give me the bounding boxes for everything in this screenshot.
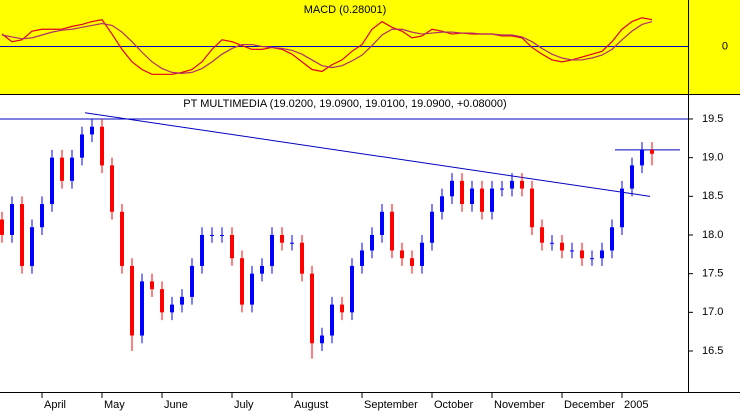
candle-body: [550, 242, 554, 244]
candle-body: [70, 157, 74, 181]
candle-body: [560, 242, 564, 251]
candle-body: [520, 180, 524, 189]
candle-body: [580, 250, 584, 259]
candle-body: [380, 211, 384, 235]
candle-body: [610, 227, 614, 251]
macd-line: [1, 20, 653, 74]
candle-body: [130, 265, 134, 336]
candle-body: [170, 304, 174, 313]
candle-body: [30, 227, 34, 266]
candle-body: [200, 234, 204, 266]
candle-body: [640, 149, 644, 166]
candle-body: [80, 134, 84, 158]
candle-body: [300, 242, 304, 274]
candle-body: [430, 211, 434, 243]
x-tick-label: October: [434, 399, 473, 411]
candle-body: [260, 265, 264, 274]
candle-body: [120, 211, 124, 266]
candle-body: [310, 273, 314, 344]
candle-body: [450, 180, 454, 197]
candle-body: [270, 234, 274, 266]
candle-body: [320, 335, 324, 344]
candle-body: [530, 188, 534, 228]
candle-body: [400, 250, 404, 259]
candle-body: [220, 234, 224, 236]
y-tick-label: 19.5: [702, 113, 723, 125]
x-tick-label: 2005: [624, 399, 648, 411]
candle-body: [150, 281, 154, 290]
candle-body: [600, 250, 604, 259]
candle-body: [440, 196, 444, 212]
candle-body: [570, 250, 574, 252]
candle-body: [60, 157, 64, 181]
y-tick-label: 17.5: [702, 268, 723, 280]
candle-body: [650, 149, 654, 154]
x-tick-label: August: [294, 399, 328, 411]
price-title: PT MULTIMEDIA (19.0200, 19.0900, 19.0100…: [183, 98, 506, 110]
candle-body: [420, 242, 424, 266]
candle-body: [10, 204, 14, 235]
candle-body: [480, 188, 484, 212]
y-tick-label: 19.0: [702, 152, 723, 164]
x-tick-label: November: [494, 399, 545, 411]
x-tick-label: July: [234, 399, 254, 411]
x-tick-label: May: [104, 399, 125, 411]
x-axis: [0, 392, 740, 393]
y-tick-label: 17.0: [702, 306, 723, 318]
candle-body: [250, 273, 254, 305]
candle-body: [110, 165, 114, 212]
candle-body: [370, 234, 374, 251]
candle-body: [360, 250, 364, 266]
candle-body: [40, 204, 44, 228]
panel-divider: [0, 94, 740, 95]
candle-body: [490, 188, 494, 212]
macd-title: MACD (0.28001): [304, 4, 387, 16]
candle-body: [210, 234, 214, 236]
candle-body: [460, 180, 464, 205]
candle-body: [330, 304, 334, 336]
candle-body: [50, 157, 54, 205]
candle-body: [590, 258, 594, 260]
y-tick-label: 16.5: [702, 345, 723, 357]
candle-body: [190, 265, 194, 297]
candle-body: [0, 219, 4, 235]
candle-body: [290, 242, 294, 244]
candle-body: [350, 265, 354, 313]
candle-body: [390, 211, 394, 251]
candle-body: [410, 258, 414, 266]
candle-body: [470, 188, 474, 205]
y-tick-label: 0: [722, 40, 728, 52]
candle-body: [100, 126, 104, 166]
y-tick-label: 18.0: [702, 229, 723, 241]
x-tick-label: June: [164, 399, 188, 411]
trend-line: [84, 112, 651, 197]
candle-body: [180, 296, 184, 305]
candle-body: [140, 281, 144, 336]
x-tick-label: September: [364, 399, 418, 411]
candle-body: [90, 126, 94, 135]
y-tick-label: 18.5: [702, 190, 723, 202]
candle-body: [240, 258, 244, 305]
candle-body: [160, 289, 164, 313]
candle-body: [620, 188, 624, 228]
candle-body: [510, 180, 514, 189]
candle-body: [280, 234, 284, 243]
x-tick-label: December: [564, 399, 615, 411]
candle-body: [340, 304, 344, 313]
x-tick-label: April: [44, 399, 66, 411]
candle-body: [630, 165, 634, 189]
candle-body: [540, 227, 544, 243]
candle-body: [230, 234, 234, 259]
candle-body: [20, 204, 24, 266]
macd-line: [1, 17, 653, 75]
candle-body: [500, 188, 504, 190]
